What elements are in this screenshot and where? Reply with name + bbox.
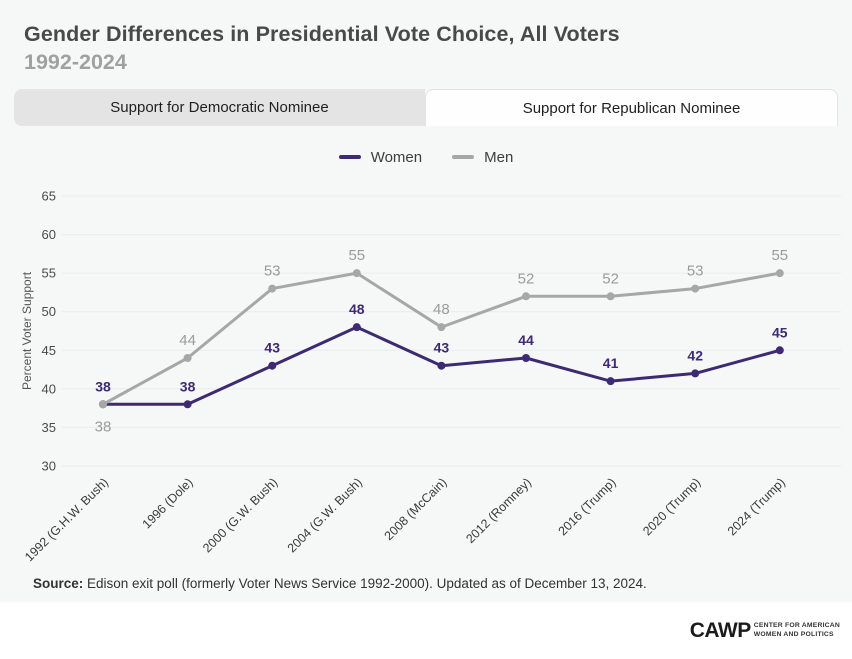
svg-text:2016 (Trump): 2016 (Trump) [556,475,619,538]
chart-header: Gender Differences in Presidential Vote … [0,0,852,75]
cawp-logo-wordmark: CAWP [689,618,752,642]
svg-text:2000 (G.W. Bush): 2000 (G.W. Bush) [200,475,280,555]
svg-text:55: 55 [348,247,365,264]
svg-text:44: 44 [518,332,534,348]
tab-democratic-nominee[interactable]: Support for Democratic Nominee [14,89,425,126]
men-line-swatch [452,155,475,159]
svg-text:52: 52 [518,270,535,287]
svg-text:53: 53 [264,263,281,280]
svg-text:30: 30 [42,459,56,474]
chart-canvas: 30 35 40 45 50 55 60 65 Percent Voter Support 199… [20,189,841,564]
svg-text:2008 (McCain): 2008 (McCain) [382,475,450,543]
svg-text:45: 45 [772,324,788,340]
legend-item-men: Men [452,149,513,166]
svg-text:2012 (Romney): 2012 (Romney) [463,475,534,546]
legend-label-women: Women [370,148,423,166]
svg-text:48: 48 [349,301,365,317]
y-axis-tick-labels: 30 35 40 45 50 55 60 65 [42,189,56,474]
labels-women: 38 38 43 48 43 44 41 42 45 [95,301,788,394]
svg-text:2024 (Trump): 2024 (Trump) [725,475,788,538]
svg-text:40: 40 [42,381,56,396]
svg-text:65: 65 [42,189,56,204]
svg-text:43: 43 [264,340,280,356]
series-women [99,323,784,409]
line-chart: 30 35 40 45 50 55 60 65 Percent Voter Support 199… [0,175,852,565]
svg-text:2004 (G.W. Bush): 2004 (G.W. Bush) [285,475,365,555]
source-note: Source: Edison exit poll (formerly Voter… [0,565,852,592]
svg-text:42: 42 [687,347,703,363]
gridlines [62,195,841,467]
svg-text:48: 48 [433,301,450,318]
svg-text:60: 60 [42,227,56,242]
svg-text:55: 55 [42,266,56,281]
page-subtitle: 1992-2024 [24,50,127,74]
svg-text:55: 55 [771,247,788,264]
page-footer: CAWP Center for American Women and Polit… [0,602,852,659]
svg-text:35: 35 [42,420,56,435]
chart-card: Gender Differences in Presidential Vote … [0,0,852,592]
tab-bar: Support for Democratic Nominee Support f… [14,89,838,126]
svg-text:50: 50 [42,304,56,319]
y-axis-title: Percent Voter Support [20,271,34,390]
svg-text:44: 44 [179,332,196,349]
svg-text:52: 52 [602,270,619,287]
women-line-swatch [338,155,361,159]
svg-text:1992 (G.H.W. Bush): 1992 (G.H.W. Bush) [22,475,111,564]
labels-men: 38 44 53 55 48 52 52 53 55 [95,247,788,435]
svg-text:43: 43 [434,340,450,356]
legend-item-women: Women [338,148,423,166]
x-axis-labels: 1992 (G.H.W. Bush) 1996 (Dole) 2000 (G.W. … [22,475,788,564]
svg-text:38: 38 [95,378,111,394]
tab-republican-nominee[interactable]: Support for Republican Nominee [425,89,838,126]
source-label: Source: [33,576,84,591]
svg-text:41: 41 [603,355,619,371]
svg-text:45: 45 [42,343,56,358]
svg-text:38: 38 [95,418,112,435]
cawp-logo-tagline: Center for American Women and Politics [753,621,840,638]
legend-label-men: Men [484,148,514,166]
svg-text:1996 (Dole): 1996 (Dole) [140,475,196,531]
source-text: Edison exit poll (formerly Voter News Se… [83,576,647,591]
series-men [99,269,784,409]
chart-legend: Women Men [0,147,852,167]
svg-text:53: 53 [687,263,704,280]
svg-text:38: 38 [180,378,196,394]
page-title: Gender Differences in Presidential Vote … [24,22,620,46]
svg-text:2020 (Trump): 2020 (Trump) [640,475,703,538]
cawp-logo: CAWP Center for American Women and Polit… [690,619,840,643]
